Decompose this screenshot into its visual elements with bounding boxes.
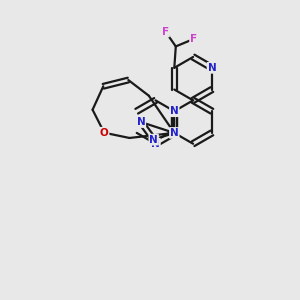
Text: N: N: [170, 106, 179, 116]
Text: N: N: [151, 139, 160, 149]
Text: N: N: [136, 117, 145, 127]
Text: F: F: [162, 27, 169, 37]
Text: N: N: [170, 128, 179, 138]
Text: N: N: [208, 63, 216, 73]
Text: N: N: [149, 135, 158, 145]
Text: F: F: [190, 34, 197, 44]
Text: O: O: [100, 128, 109, 138]
